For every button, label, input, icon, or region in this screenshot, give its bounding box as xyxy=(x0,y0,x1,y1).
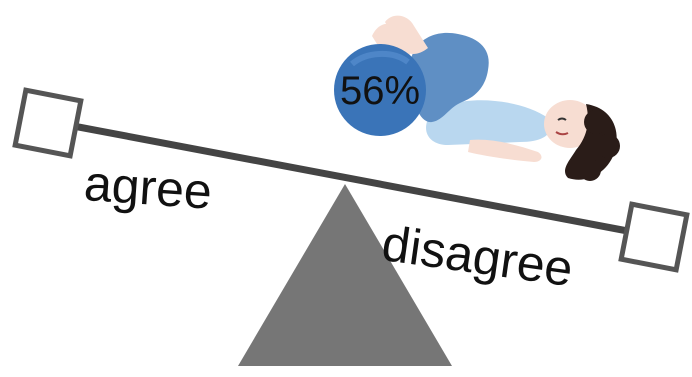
agree-label: agree xyxy=(82,155,214,220)
ball-percent-label: 56% xyxy=(340,69,420,113)
seesaw-beam xyxy=(64,121,637,236)
right-box-icon xyxy=(618,201,690,273)
left-box-icon xyxy=(12,87,84,159)
person-lying-icon xyxy=(372,15,620,181)
fulcrum-triangle xyxy=(238,184,452,366)
ball-icon: 56% xyxy=(334,44,426,136)
